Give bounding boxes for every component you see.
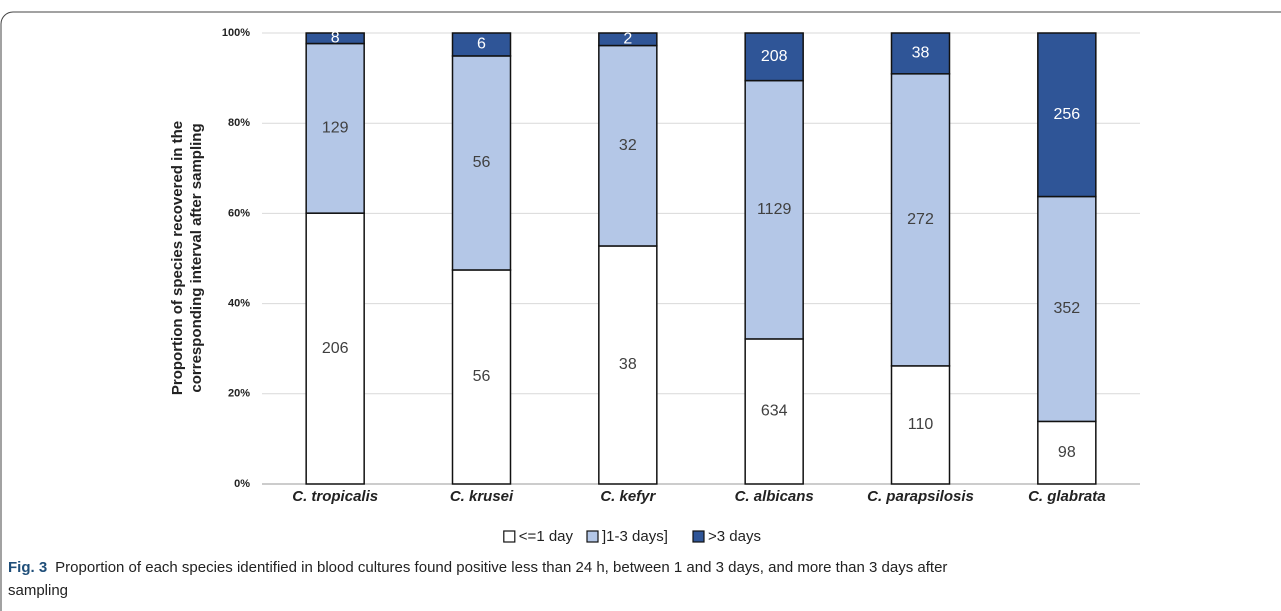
y-tick-label: 80% bbox=[228, 117, 250, 129]
data-label: 8 bbox=[331, 29, 340, 46]
y-axis-title: Proportion of species recovered in the bbox=[169, 121, 186, 395]
figure-frame bbox=[0, 11, 1281, 611]
x-tick-label: C. kefyr bbox=[600, 488, 656, 505]
caption-label: Fig. 3 bbox=[8, 559, 47, 576]
caption: Fig. 3 Proportion of each species identif… bbox=[8, 559, 947, 576]
legend-label: ]1-3 days] bbox=[602, 528, 668, 545]
x-tick-label: C. tropicalis bbox=[292, 488, 378, 505]
data-label: 38 bbox=[912, 45, 930, 62]
data-label: 129 bbox=[322, 120, 349, 137]
bar-segment bbox=[305, 32, 365, 45]
bar-segment bbox=[598, 32, 658, 47]
data-label: 352 bbox=[1053, 300, 1080, 317]
data-label: 2 bbox=[623, 30, 632, 47]
data-label: 1129 bbox=[757, 201, 792, 218]
x-tick-label: C. glabrata bbox=[1028, 488, 1106, 505]
data-label: 634 bbox=[761, 403, 788, 420]
y-tick-label: 100% bbox=[222, 27, 250, 39]
x-tick-label: C. krusei bbox=[450, 488, 514, 505]
caption-text: Proportion of each species identified in… bbox=[55, 559, 947, 576]
legend-swatch bbox=[692, 530, 705, 543]
x-tick-label: C. parapsilosis bbox=[867, 488, 974, 505]
legend-label: <=1 day bbox=[519, 528, 574, 545]
data-label: 206 bbox=[322, 340, 349, 357]
data-label: 110 bbox=[908, 416, 934, 433]
bar-segment bbox=[305, 212, 365, 485]
data-label: 256 bbox=[1053, 106, 1080, 123]
bar-segment bbox=[890, 32, 951, 75]
data-label: 56 bbox=[473, 154, 491, 171]
data-label: 98 bbox=[1058, 444, 1076, 461]
bar-segment bbox=[744, 79, 804, 340]
data-label: 32 bbox=[619, 137, 637, 154]
data-label: 6 bbox=[477, 36, 486, 53]
bar-segment bbox=[890, 73, 951, 367]
y-tick-label: 60% bbox=[228, 207, 250, 219]
bar-segment bbox=[1037, 195, 1097, 423]
data-label: 38 bbox=[619, 356, 637, 373]
data-label: 272 bbox=[907, 211, 934, 228]
y-tick-label: 0% bbox=[234, 478, 250, 490]
y-tick-label: 20% bbox=[228, 388, 250, 400]
bar-segment bbox=[744, 32, 804, 82]
legend-swatch bbox=[586, 530, 599, 543]
bar-segment bbox=[1037, 32, 1097, 198]
y-axis-title: corresponding interval after sampling bbox=[188, 123, 205, 392]
bar-segment bbox=[451, 32, 512, 57]
bar-segment bbox=[890, 365, 951, 485]
caption: sampling bbox=[8, 582, 68, 599]
legend-swatch bbox=[503, 530, 516, 543]
x-tick-label: C. albicans bbox=[735, 488, 814, 505]
y-tick-label: 40% bbox=[228, 298, 250, 310]
bar-segment bbox=[305, 42, 365, 214]
data-label: 56 bbox=[473, 368, 491, 385]
legend-label: >3 days bbox=[708, 528, 761, 545]
data-label: 208 bbox=[761, 48, 788, 65]
